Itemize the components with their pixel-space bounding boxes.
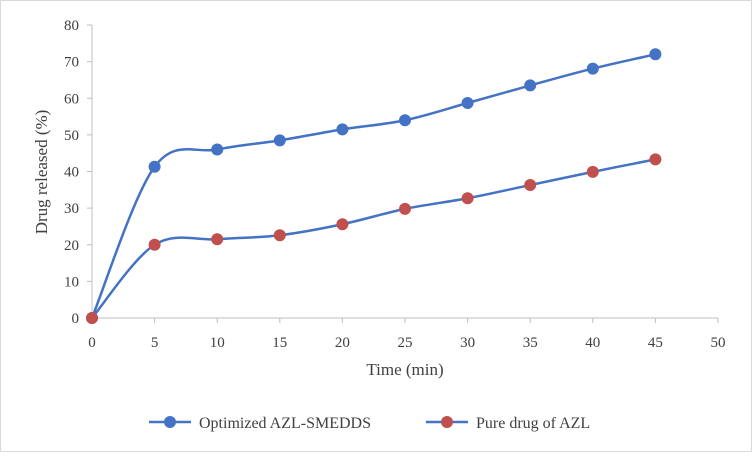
y-tick-label: 60: [64, 91, 79, 107]
series-line: [90, 53, 656, 319]
legend-marker: [164, 416, 176, 428]
legend: Optimized AZL-SMEDDS Pure drug of AZL: [149, 415, 590, 432]
x-tick-label: 40: [585, 335, 600, 351]
data-point: [524, 79, 537, 92]
x-tick-label: 15: [272, 335, 287, 351]
data-point: [336, 123, 349, 136]
data-point: [461, 192, 474, 205]
data-point: [649, 48, 662, 61]
x-axis-title: Time (min): [366, 360, 443, 379]
legend-marker: [441, 416, 453, 428]
x-tick-label: 5: [151, 335, 159, 351]
x-tick-label: 35: [523, 335, 538, 351]
y-tick-label: 70: [64, 55, 79, 71]
legend-item-2: Pure drug of AZL: [426, 415, 590, 432]
data-point: [399, 114, 411, 127]
data-point: [86, 312, 98, 324]
legend-label: Pure drug of AZL: [476, 415, 590, 432]
y-tick-label: 80: [64, 18, 79, 34]
data-point: [273, 229, 286, 242]
x-tick-label: 45: [648, 335, 663, 351]
series-1: [86, 48, 662, 324]
data-point: [461, 97, 474, 110]
y-axis-title: Drug released (%): [32, 110, 51, 235]
y-tick-label: 20: [64, 238, 79, 254]
series-layer: [86, 48, 662, 324]
data-point: [336, 218, 349, 231]
x-tick-label: 30: [460, 335, 475, 351]
legend-item-1: Optimized AZL-SMEDDS: [149, 415, 371, 432]
data-point: [399, 202, 411, 215]
y-tick-label: 10: [64, 274, 79, 290]
data-point: [524, 179, 537, 192]
series-line: [91, 158, 656, 319]
x-tick-label: 20: [335, 335, 350, 351]
x-tick-label: 50: [711, 335, 726, 351]
legend-label: Optimized AZL-SMEDDS: [199, 415, 371, 432]
x-tick-label: 10: [210, 335, 225, 351]
data-point: [649, 153, 662, 166]
data-point: [586, 62, 599, 75]
data-point: [211, 143, 224, 156]
y-tick-label: 0: [72, 311, 80, 327]
x-tick-label: 25: [398, 335, 413, 351]
x-tick-label: 0: [88, 335, 96, 351]
y-tick-label: 30: [64, 201, 79, 217]
series-2: [86, 153, 662, 324]
data-point: [148, 238, 161, 251]
axes-layer: 0 10 20 30 40 50 60 70 80 0 5 10 15 20 25 30 35 40 45 50: [64, 18, 726, 351]
data-point: [148, 160, 161, 173]
data-point: [586, 165, 599, 178]
y-tick-label: 40: [64, 165, 79, 181]
y-tick-label: 50: [64, 128, 79, 144]
data-point: [211, 233, 224, 246]
data-point: [273, 134, 286, 147]
